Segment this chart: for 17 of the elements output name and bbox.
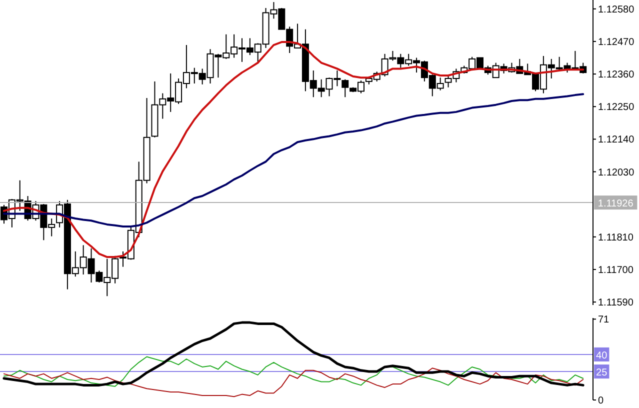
ref-line-label: 25 <box>596 368 608 379</box>
y-tick-label: 1.12140 <box>598 134 635 146</box>
y-tick-label: 1.11590 <box>598 298 634 309</box>
y-tick-label: 1.12580 <box>598 4 635 16</box>
y-tick-label: 1.11700 <box>598 265 634 276</box>
line-series <box>3 368 584 398</box>
ref-line-label: 40 <box>596 350 608 362</box>
line-series <box>2 321 584 386</box>
y-tick-label: 1.12030 <box>598 167 635 178</box>
line-series <box>3 356 584 387</box>
y-tick-label: 1.12250 <box>598 102 635 114</box>
y-tick-label: 71 <box>598 314 610 326</box>
y-tick-label: 1.11810 <box>598 232 634 244</box>
y-tick-label: 1.12470 <box>598 37 635 48</box>
ref-line-label: 1.11926 <box>598 198 634 210</box>
y-tick-label: 1.12360 <box>598 70 635 81</box>
y-tick-label: 0 <box>598 396 604 407</box>
